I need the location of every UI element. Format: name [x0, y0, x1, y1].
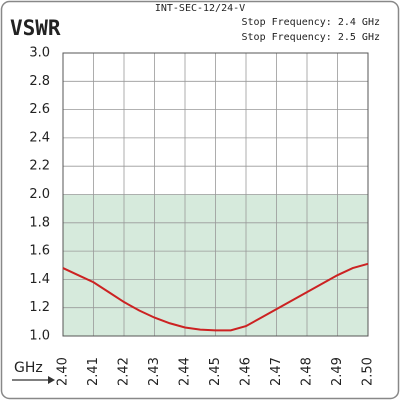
x-tick-label: 2.46: [239, 357, 254, 386]
y-tick-label: 2.6: [29, 102, 50, 117]
y-tick-label: 1.6: [29, 244, 50, 259]
data-line: [62, 262, 369, 332]
x-axis-label: GHz: [14, 360, 43, 376]
y-tick-label: 1.8: [29, 215, 50, 230]
y-tick-label: 1.4: [29, 272, 50, 287]
x-tick-label: 2.40: [56, 357, 71, 386]
x-tick-label: 2.50: [361, 357, 376, 386]
x-tick-label: 2.41: [86, 357, 101, 386]
plot-border: [62, 52, 369, 337]
x-tick-label: 2.47: [269, 357, 284, 386]
y-tick-label: 1.0: [29, 329, 50, 344]
x-tick-label: 2.42: [117, 357, 132, 386]
y-tick-label: 2.0: [29, 187, 50, 202]
y-tick-label: 3.0: [29, 46, 50, 61]
axis-arrow-head: [48, 376, 55, 384]
x-tick-label: 2.49: [330, 357, 345, 386]
x-tick-label: 2.43: [147, 357, 162, 386]
x-tick-label: 2.44: [178, 357, 193, 386]
y-tick-label: 2.8: [29, 74, 50, 89]
annotation: Stop Frequency: 2.4 GHz: [242, 17, 380, 28]
annotation: Stop Frequency: 2.5 GHz: [242, 32, 380, 43]
y-tick-label: 2.4: [29, 130, 50, 145]
chart-title: VSWR: [10, 16, 61, 40]
x-tick-label: 2.45: [208, 357, 223, 386]
y-tick-label: 1.2: [29, 300, 50, 315]
x-tick-label: 2.48: [300, 357, 315, 386]
top-label: INT-SEC-12/24-V: [155, 3, 245, 14]
y-tick-label: 2.2: [29, 159, 50, 174]
